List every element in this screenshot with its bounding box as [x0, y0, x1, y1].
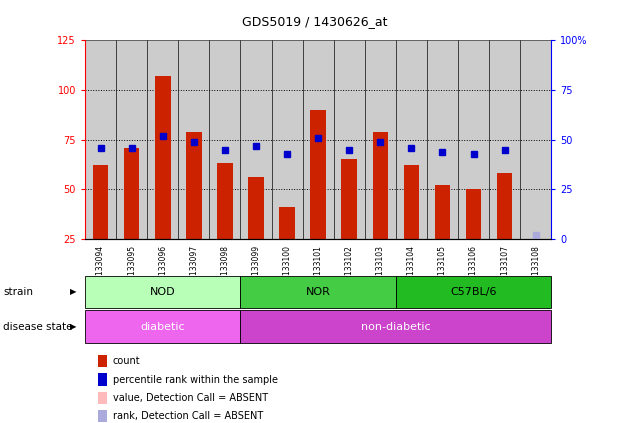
Bar	[248, 177, 264, 239]
Text: diabetic: diabetic	[140, 321, 185, 332]
Bar	[427, 40, 458, 239]
Bar	[435, 185, 450, 239]
Text: C57BL/6: C57BL/6	[450, 287, 497, 297]
Bar	[178, 40, 209, 239]
Bar	[241, 310, 551, 343]
Bar	[85, 310, 241, 343]
Bar	[98, 410, 106, 422]
Bar	[302, 40, 334, 239]
Text: ▶: ▶	[71, 322, 77, 331]
Bar	[466, 190, 481, 239]
Bar	[98, 374, 106, 386]
Text: non-diabetic: non-diabetic	[361, 321, 431, 332]
Bar	[186, 132, 202, 239]
Bar	[147, 40, 178, 239]
Bar	[155, 76, 171, 239]
Bar	[116, 40, 147, 239]
Bar	[93, 165, 108, 239]
Bar	[217, 163, 232, 239]
Bar	[98, 355, 106, 367]
Bar	[241, 40, 272, 239]
Bar	[497, 173, 512, 239]
Text: GDS5019 / 1430626_at: GDS5019 / 1430626_at	[243, 15, 387, 28]
Bar	[341, 159, 357, 239]
Bar	[334, 40, 365, 239]
Text: percentile rank within the sample: percentile rank within the sample	[113, 374, 278, 385]
Bar	[209, 40, 241, 239]
Bar	[458, 40, 489, 239]
Bar	[124, 148, 139, 239]
Bar	[396, 276, 551, 308]
Bar	[520, 40, 551, 239]
Bar	[241, 276, 396, 308]
Bar	[489, 40, 520, 239]
Bar	[528, 239, 544, 241]
Bar	[98, 392, 106, 404]
Bar	[372, 132, 388, 239]
Bar	[396, 40, 427, 239]
Bar	[365, 40, 396, 239]
Text: NOR: NOR	[306, 287, 331, 297]
Bar	[85, 40, 116, 239]
Text: NOD: NOD	[150, 287, 176, 297]
Bar	[279, 207, 295, 239]
Bar	[85, 276, 241, 308]
Bar	[311, 110, 326, 239]
Text: count: count	[113, 356, 140, 366]
Text: value, Detection Call = ABSENT: value, Detection Call = ABSENT	[113, 393, 268, 403]
Text: ▶: ▶	[71, 287, 77, 297]
Bar	[404, 165, 419, 239]
Text: strain: strain	[3, 287, 33, 297]
Bar	[272, 40, 302, 239]
Text: rank, Detection Call = ABSENT: rank, Detection Call = ABSENT	[113, 411, 263, 421]
Text: disease state: disease state	[3, 321, 72, 332]
